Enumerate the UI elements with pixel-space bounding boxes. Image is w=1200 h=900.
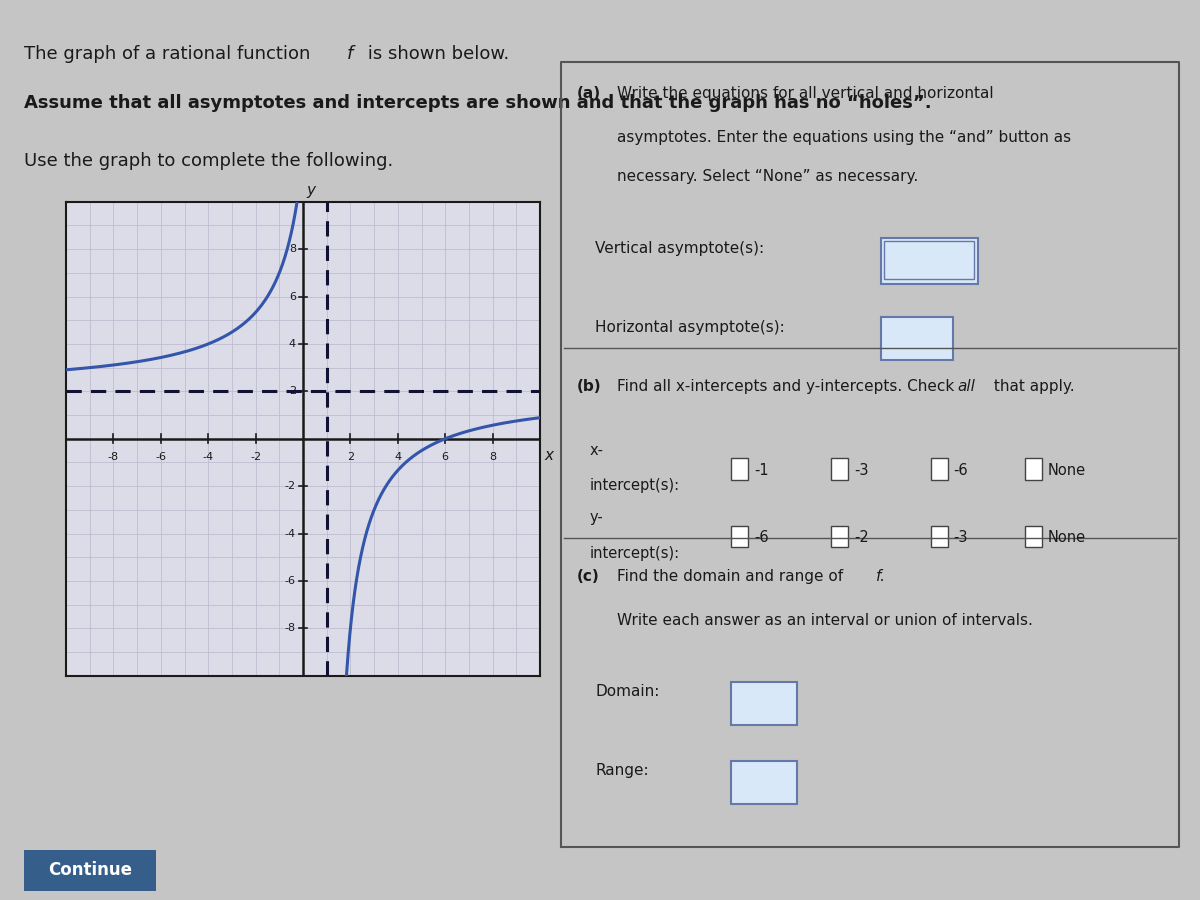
Text: 6: 6 — [442, 452, 449, 462]
Text: f.: f. — [876, 570, 887, 584]
Text: None: None — [1048, 530, 1085, 545]
Text: intercept(s):: intercept(s): — [589, 478, 679, 493]
Text: -8: -8 — [108, 452, 119, 462]
Text: Find the domain and range of: Find the domain and range of — [617, 570, 848, 584]
Text: f: f — [347, 45, 354, 63]
Text: Domain:: Domain: — [595, 684, 660, 699]
Text: x-: x- — [589, 443, 604, 457]
FancyBboxPatch shape — [884, 241, 974, 280]
Text: -3: -3 — [853, 463, 869, 478]
Text: (a): (a) — [577, 86, 601, 101]
FancyBboxPatch shape — [931, 458, 948, 480]
FancyBboxPatch shape — [732, 526, 749, 547]
Text: Use the graph to complete the following.: Use the graph to complete the following. — [24, 152, 392, 170]
FancyBboxPatch shape — [731, 682, 797, 725]
Text: -2: -2 — [853, 530, 869, 545]
Text: None: None — [1048, 463, 1085, 478]
Text: (b): (b) — [577, 379, 601, 394]
Text: y: y — [307, 183, 316, 198]
FancyBboxPatch shape — [1025, 458, 1042, 480]
Text: Continue: Continue — [48, 861, 132, 879]
FancyBboxPatch shape — [731, 761, 797, 804]
Text: all: all — [958, 379, 976, 394]
Text: Write the equations for all vertical and horizontal: Write the equations for all vertical and… — [617, 86, 994, 101]
Text: (c): (c) — [577, 570, 600, 584]
Text: -4: -4 — [284, 528, 296, 538]
Text: 8: 8 — [289, 244, 296, 254]
Text: -2: -2 — [284, 482, 296, 491]
FancyBboxPatch shape — [13, 846, 167, 895]
Text: 4: 4 — [289, 339, 296, 349]
FancyBboxPatch shape — [832, 458, 848, 480]
Text: -2: -2 — [250, 452, 262, 462]
Text: intercept(s):: intercept(s): — [589, 545, 679, 561]
Text: -1: -1 — [754, 463, 768, 478]
Text: 2: 2 — [289, 386, 296, 396]
Text: -8: -8 — [284, 624, 296, 634]
Text: -6: -6 — [754, 530, 768, 545]
Text: 6: 6 — [289, 292, 296, 302]
Text: is shown below.: is shown below. — [362, 45, 510, 63]
Text: -6: -6 — [954, 463, 968, 478]
FancyBboxPatch shape — [832, 526, 848, 547]
Text: -4: -4 — [203, 452, 214, 462]
Text: necessary. Select “None” as necessary.: necessary. Select “None” as necessary. — [617, 169, 918, 184]
Text: Write each answer as an interval or union of intervals.: Write each answer as an interval or unio… — [617, 613, 1033, 628]
Text: Horizontal asymptote(s):: Horizontal asymptote(s): — [595, 320, 785, 335]
Text: Assume that all asymptotes and intercepts are shown and that the graph has no “h: Assume that all asymptotes and intercept… — [24, 94, 931, 112]
FancyBboxPatch shape — [881, 318, 953, 360]
Text: The graph of a rational function: The graph of a rational function — [24, 45, 316, 63]
Text: Vertical asymptote(s):: Vertical asymptote(s): — [595, 240, 764, 256]
Text: -6: -6 — [284, 576, 296, 586]
Text: -6: -6 — [155, 452, 167, 462]
Text: x: x — [545, 448, 553, 463]
Text: asymptotes. Enter the equations using the “and” button as: asymptotes. Enter the equations using th… — [617, 130, 1072, 145]
FancyBboxPatch shape — [881, 238, 978, 284]
Text: Find all x-intercepts and y-intercepts. Check: Find all x-intercepts and y-intercepts. … — [617, 379, 960, 394]
Text: 4: 4 — [395, 452, 401, 462]
FancyBboxPatch shape — [1025, 526, 1042, 547]
Text: -3: -3 — [954, 530, 968, 545]
FancyBboxPatch shape — [931, 526, 948, 547]
Text: 8: 8 — [490, 452, 496, 462]
Text: 2: 2 — [347, 452, 354, 462]
FancyBboxPatch shape — [732, 458, 749, 480]
Text: that apply.: that apply. — [989, 379, 1074, 394]
Text: Range:: Range: — [595, 763, 649, 778]
Text: y-: y- — [589, 510, 602, 525]
